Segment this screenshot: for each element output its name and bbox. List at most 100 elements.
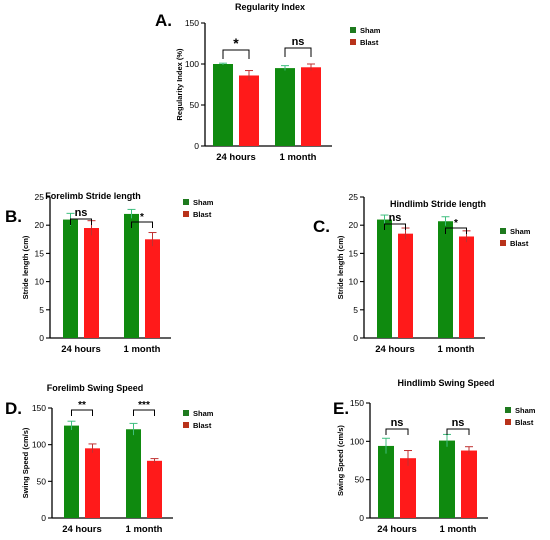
legend-swatch-blast: [350, 39, 356, 45]
bar-blast-1: [461, 450, 477, 518]
significance-label: *: [454, 218, 458, 229]
legend-label-sham: Sham: [360, 26, 381, 35]
panel-letter: E.: [333, 399, 349, 418]
bar-sham-1: [126, 429, 141, 518]
significance-bracket: [384, 223, 406, 230]
significance-label: ns: [452, 417, 465, 429]
legend-label-blast: Blast: [360, 38, 379, 47]
bar-sham-0: [378, 445, 394, 518]
significance-bracket: [133, 409, 155, 416]
significance-bracket: [385, 428, 409, 435]
bar-blast-1: [147, 460, 162, 518]
bar-sham-0: [213, 64, 233, 146]
x-tick-label: 1 month: [280, 152, 317, 163]
bar-sham-1: [275, 68, 295, 146]
legend-swatch-blast: [505, 419, 511, 425]
bar-blast-0: [239, 75, 259, 146]
y-axis-label: Stride length (cm): [336, 235, 345, 299]
x-tick-label: 24 hours: [216, 152, 256, 163]
panel-letter: C.: [313, 217, 330, 236]
x-tick-label: 24 hours: [375, 344, 415, 355]
x-tick-label: 24 hours: [377, 524, 417, 535]
legend-swatch-blast: [183, 422, 189, 428]
y-tick-label: 100: [32, 440, 46, 450]
significance-label: ns: [391, 417, 404, 429]
y-tick-label: 50: [190, 100, 200, 110]
y-tick-label: 10: [349, 277, 359, 287]
chart-panel-0: A. Regularity Index Regularity Index (%) 0 5…: [155, 2, 381, 163]
bar-blast-1: [301, 67, 321, 146]
significance-label: *: [233, 35, 239, 51]
x-tick-label: 1 month: [126, 524, 163, 535]
y-tick-label: 150: [350, 398, 364, 408]
legend-label-sham: Sham: [510, 227, 531, 236]
significance-bracket: [131, 221, 153, 228]
bar-sham-0: [64, 425, 79, 518]
x-tick-label: 1 month: [124, 344, 161, 355]
y-axis-label: Regularity Index (%): [175, 48, 184, 121]
significance-bracket: [222, 49, 250, 59]
y-tick-label: 150: [32, 403, 46, 413]
y-tick-label: 0: [359, 513, 364, 523]
y-tick-label: 25: [349, 192, 359, 202]
y-tick-label: 20: [35, 220, 45, 230]
bar-sham-1: [438, 221, 453, 338]
y-tick-label: 150: [185, 18, 199, 28]
significance-bracket: [71, 409, 93, 416]
legend-swatch-sham: [183, 410, 189, 416]
bar-blast-0: [85, 448, 100, 518]
y-tick-label: 0: [353, 333, 358, 343]
x-tick-label: 1 month: [438, 344, 475, 355]
significance-bracket: [445, 227, 467, 234]
y-axis-label: Stride length (cm): [21, 235, 30, 299]
legend-label-blast: Blast: [193, 210, 212, 219]
legend-label-sham: Sham: [193, 198, 214, 207]
x-tick-label: 24 hours: [62, 524, 102, 535]
legend-swatch-sham: [183, 199, 189, 205]
x-tick-label: 24 hours: [61, 344, 101, 355]
y-tick-label: 10: [35, 277, 45, 287]
legend-swatch-sham: [350, 27, 356, 33]
y-tick-label: 100: [350, 436, 364, 446]
legend-swatch-sham: [505, 407, 511, 413]
legend-label-blast: Blast: [510, 239, 529, 248]
y-axis-label: Swing Speed (cm/s): [21, 427, 30, 498]
legend-label-sham: Sham: [515, 406, 536, 415]
legend-swatch-sham: [500, 228, 506, 234]
panel-letter: A.: [155, 11, 172, 30]
legend-label-blast: Blast: [193, 421, 212, 430]
significance-bracket: [446, 428, 470, 435]
x-tick-label: 1 month: [440, 524, 477, 535]
bar-blast-0: [84, 228, 99, 338]
y-tick-label: 5: [353, 305, 358, 315]
chart-title: Hindlimb Stride length: [390, 199, 486, 209]
y-tick-label: 50: [355, 475, 365, 485]
significance-label: ns: [389, 212, 402, 224]
legend-swatch-blast: [500, 240, 506, 246]
significance-bracket: [70, 218, 92, 225]
panel-letter: D.: [5, 399, 22, 418]
significance-label: ***: [138, 400, 150, 411]
legend-label-blast: Blast: [515, 418, 534, 427]
chart-panel-1: B. Forelimb Stride length Stride length (c…: [5, 191, 214, 355]
y-tick-label: 0: [39, 333, 44, 343]
significance-label: ns: [75, 207, 88, 219]
chart-panel-4: E. Hindlimb Swing Speed Swing Speed (cm/s)…: [333, 378, 536, 535]
legend-label-sham: Sham: [193, 409, 214, 418]
bar-blast-1: [459, 236, 474, 338]
y-tick-label: 5: [39, 305, 44, 315]
bar-sham-0: [377, 219, 392, 338]
significance-label: ns: [292, 36, 305, 48]
y-tick-label: 50: [37, 476, 47, 486]
chart-panel-3: D. Forelimb Swing Speed Swing Speed (cm/s)…: [5, 383, 214, 535]
significance-label: **: [78, 400, 86, 411]
y-tick-label: 100: [185, 59, 199, 69]
y-tick-label: 0: [41, 513, 46, 523]
bar-sham-1: [124, 213, 139, 338]
chart-title: Forelimb Stride length: [45, 191, 141, 201]
chart-title: Forelimb Swing Speed: [47, 383, 144, 393]
chart-panel-2: C. Hindlimb Stride length Stride length (c…: [313, 192, 531, 355]
y-tick-label: 25: [35, 192, 45, 202]
bar-blast-0: [400, 458, 416, 518]
